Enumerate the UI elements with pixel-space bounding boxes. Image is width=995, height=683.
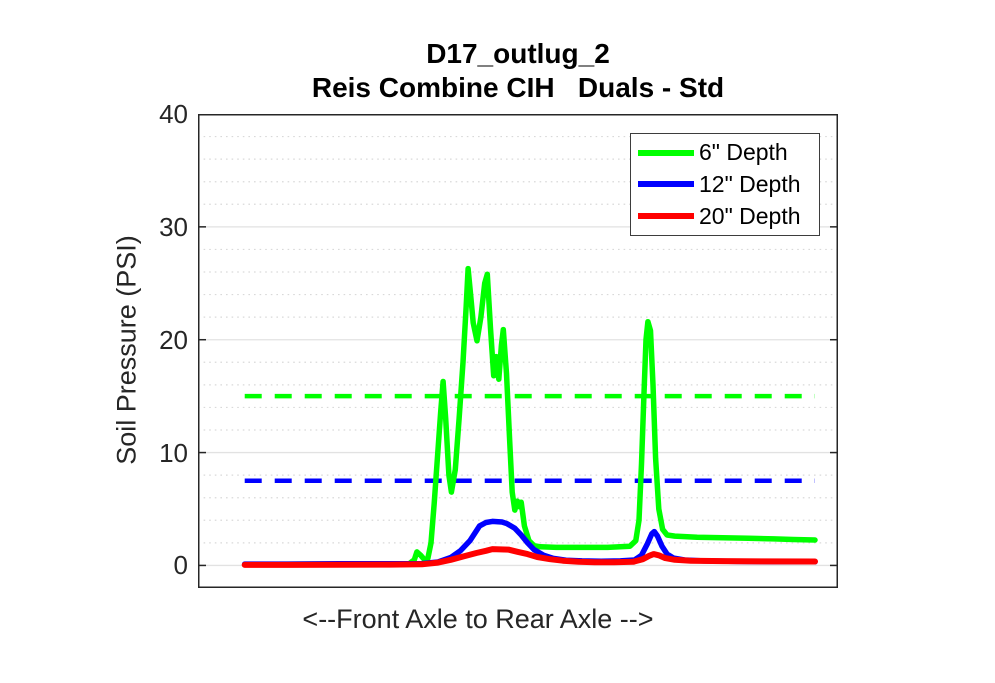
legend: 6" Depth 12" Depth 20" Depth xyxy=(630,133,820,236)
legend-item-12in-depth: 12" Depth xyxy=(631,169,819,199)
legend-swatch-20in xyxy=(638,213,694,220)
plot-box xyxy=(198,114,838,588)
legend-swatch-12in xyxy=(638,181,694,188)
plot-area xyxy=(198,114,838,588)
legend-label-12in: 12" Depth xyxy=(699,170,801,197)
chart-subtitle: Reis Combine CIH Duals - Std xyxy=(311,72,725,103)
y-tick-label-0: 0 xyxy=(173,550,188,581)
x-axis-label: <--Front Axle to Rear Axle --> xyxy=(302,604,654,634)
y-tick-label-40: 40 xyxy=(159,99,188,129)
legend-label-6in: 6" Depth xyxy=(699,139,788,166)
legend-item-20in-depth: 20" Depth xyxy=(631,201,819,231)
legend-label-20in: 20" Depth xyxy=(699,202,801,229)
legend-item-6in-depth: 6" Depth xyxy=(631,138,819,168)
y-tick-label-10: 10 xyxy=(159,437,188,468)
series-20in xyxy=(241,546,818,568)
y-tick-label-20: 20 xyxy=(159,324,188,355)
series-6in xyxy=(241,265,818,568)
y-tick-label-30: 30 xyxy=(159,211,188,242)
chart-title: D17_outlug_2 xyxy=(426,38,610,69)
legend-swatch-6in xyxy=(638,149,694,156)
